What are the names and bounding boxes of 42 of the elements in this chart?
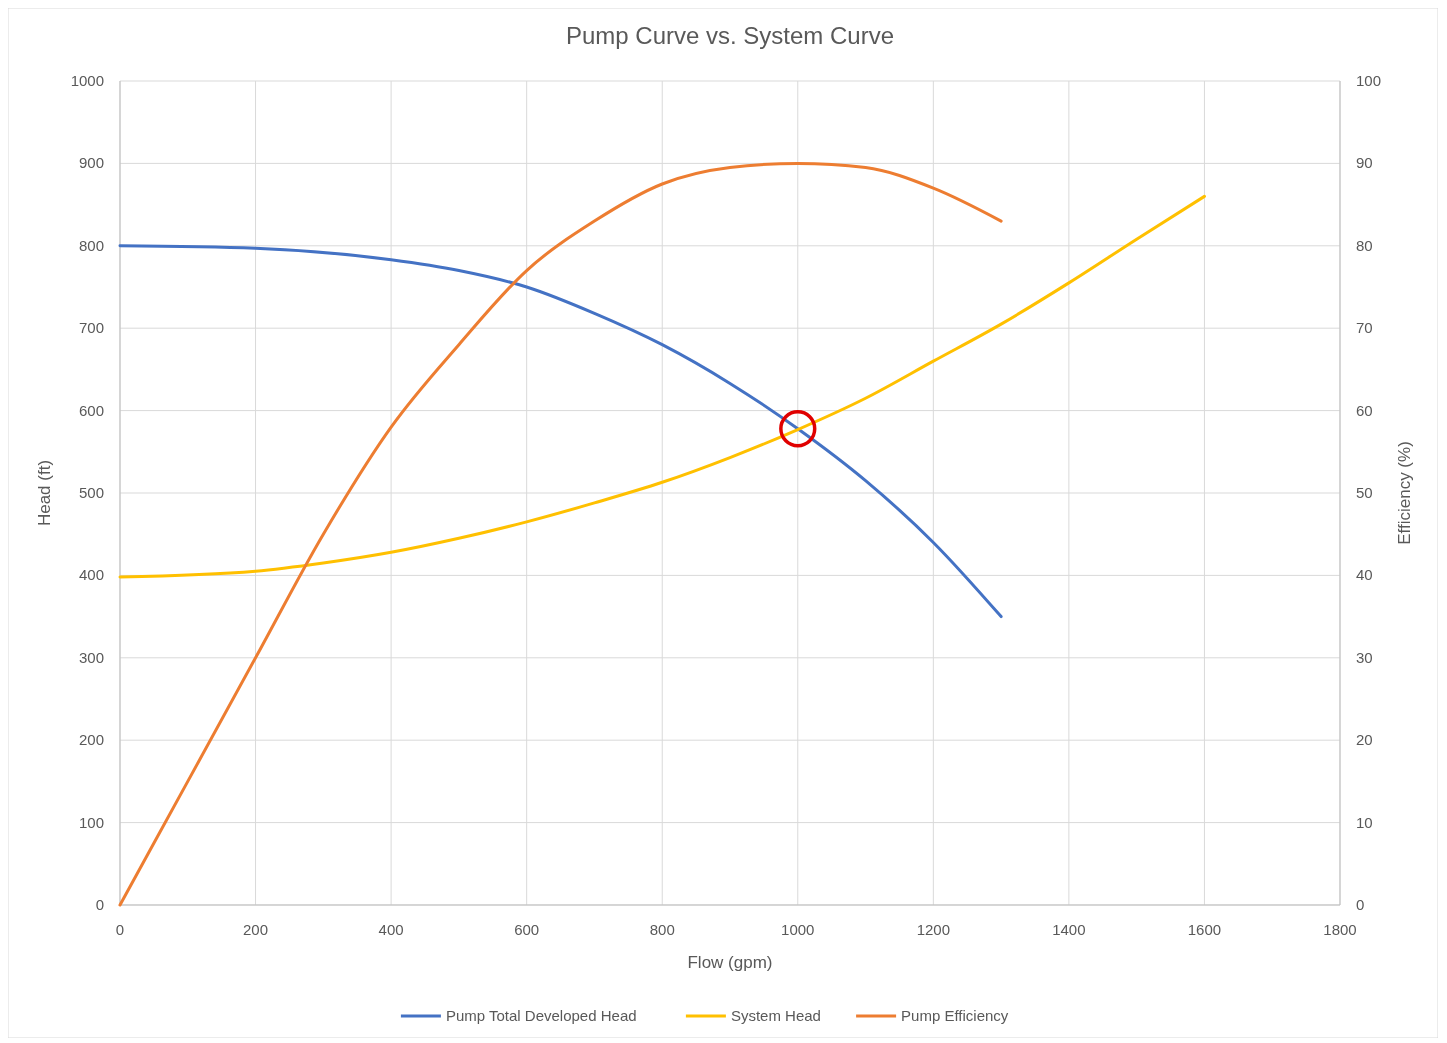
x-axis-title: Flow (gpm) bbox=[687, 953, 773, 972]
y2-tick-label: 50 bbox=[1356, 484, 1373, 501]
y2-tick-label: 100 bbox=[1356, 72, 1382, 89]
line-series bbox=[118, 194, 1206, 579]
x-tick-label: 200 bbox=[243, 921, 269, 938]
x-tick-label: 400 bbox=[378, 921, 404, 938]
x-tick-label: 0 bbox=[115, 921, 125, 938]
y2-tick-label: 0 bbox=[1356, 896, 1365, 913]
x-tick-label: 1600 bbox=[1187, 921, 1222, 938]
y2-tick-label: 80 bbox=[1356, 236, 1373, 254]
legend-label: Pump Total Developed Head bbox=[445, 1007, 637, 1024]
y-tick-label: 1000 bbox=[70, 72, 104, 89]
chart-title: Pump Curve vs. System Curve bbox=[565, 22, 895, 49]
y2-tick-label: 70 bbox=[1356, 319, 1373, 337]
x-tick-label: 1000 bbox=[781, 921, 815, 938]
legend-label: Pump Efficiency bbox=[901, 1007, 1009, 1024]
y-tick-label: 200 bbox=[78, 731, 104, 749]
y2-tick-label: 90 bbox=[1356, 154, 1373, 172]
y-tick-label: 900 bbox=[78, 154, 104, 172]
y-tick-label: 0 bbox=[95, 896, 104, 913]
x-tick-label: 1400 bbox=[1052, 921, 1086, 938]
y-tick-label: 300 bbox=[78, 648, 104, 666]
y2-axis-title: Efficiency (%) bbox=[1395, 441, 1414, 545]
y2-tick-label: 60 bbox=[1356, 401, 1373, 419]
y-tick-label: 800 bbox=[78, 236, 104, 254]
y2-tick-label: 40 bbox=[1356, 566, 1373, 584]
y2-tick-label: 20 bbox=[1356, 731, 1373, 749]
y-tick-label: 500 bbox=[78, 484, 104, 501]
y2-tick-label: 30 bbox=[1356, 648, 1373, 666]
x-tick-label: 1800 bbox=[1323, 921, 1357, 938]
y-tick-label: 700 bbox=[78, 319, 104, 337]
x-tick-label: 800 bbox=[649, 921, 675, 938]
y-axis-title: Head (ft) bbox=[35, 459, 54, 527]
legend-label: System Head bbox=[730, 1007, 821, 1024]
y2-tick-label: 10 bbox=[1356, 813, 1373, 831]
y-tick-label: 100 bbox=[78, 813, 104, 831]
y-tick-label: 600 bbox=[78, 401, 104, 419]
y-tick-label: 400 bbox=[78, 566, 104, 584]
x-tick-label: 1200 bbox=[916, 921, 951, 938]
line-series bbox=[118, 244, 1003, 619]
x-tick-label: 600 bbox=[514, 921, 540, 938]
line-series bbox=[118, 161, 1003, 907]
